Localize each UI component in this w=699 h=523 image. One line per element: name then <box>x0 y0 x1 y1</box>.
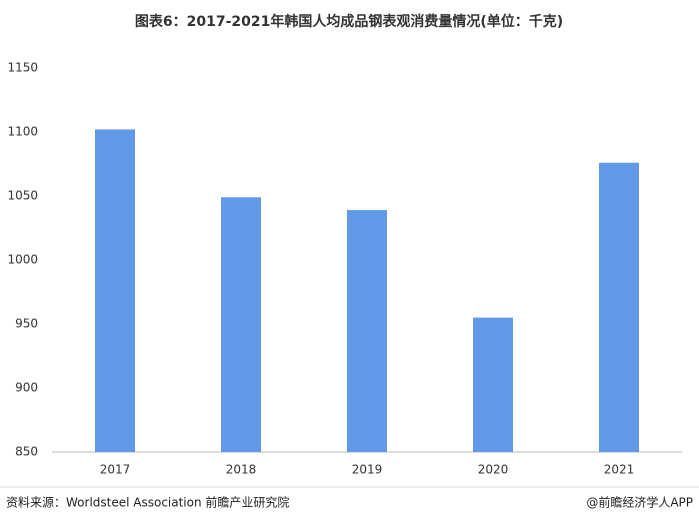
bar <box>347 210 387 452</box>
x-tick-label: 2017 <box>100 463 131 477</box>
x-tick-label: 2018 <box>226 463 257 477</box>
y-tick-label: 1000 <box>7 253 38 267</box>
credit: @前瞻经济学人APP <box>586 495 693 510</box>
y-tick-label: 950 <box>15 317 38 331</box>
y-tick-label: 850 <box>15 445 38 459</box>
source: 资料来源：Worldsteel Association 前瞻产业研究院 <box>6 495 289 510</box>
y-tick-label: 1150 <box>7 61 38 75</box>
chart-title: 图表6：2017-2021年韩国人均成品钢表观消费量情况(单位：千克) <box>135 13 563 30</box>
bar <box>95 129 135 452</box>
y-tick-label: 900 <box>15 381 38 395</box>
y-tick-label: 1100 <box>7 125 38 139</box>
y-tick-label: 1050 <box>7 189 38 203</box>
bar <box>599 162 639 452</box>
x-tick-label: 2019 <box>352 463 383 477</box>
x-tick-label: 2020 <box>478 463 509 477</box>
x-tick-label: 2021 <box>604 463 635 477</box>
bar <box>221 197 261 452</box>
bar <box>473 317 513 452</box>
